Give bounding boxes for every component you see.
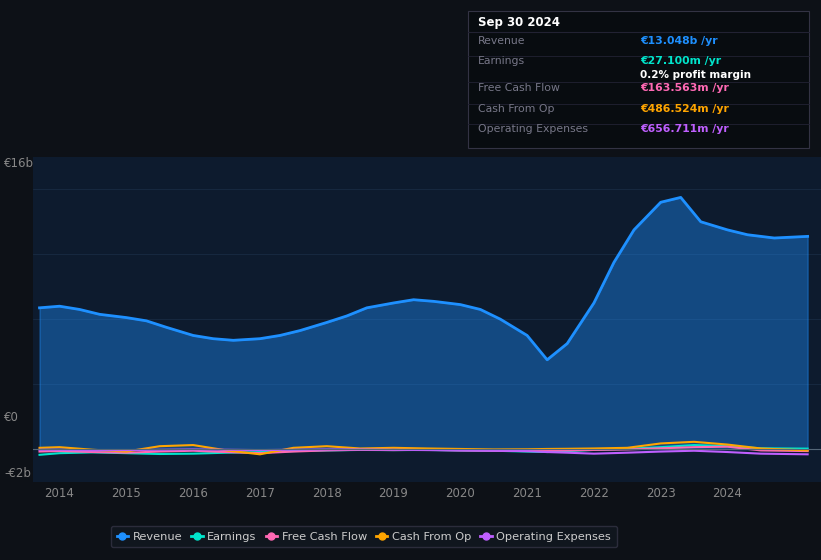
Text: Sep 30 2024: Sep 30 2024 xyxy=(478,16,560,29)
Text: €656.711m /yr: €656.711m /yr xyxy=(640,124,729,134)
Text: €13.048b /yr: €13.048b /yr xyxy=(640,36,718,46)
Text: -€2b: -€2b xyxy=(4,466,31,480)
Legend: Revenue, Earnings, Free Cash Flow, Cash From Op, Operating Expenses: Revenue, Earnings, Free Cash Flow, Cash … xyxy=(111,526,617,547)
Text: Operating Expenses: Operating Expenses xyxy=(478,124,588,134)
Text: 0.2% profit margin: 0.2% profit margin xyxy=(640,70,751,80)
Text: Revenue: Revenue xyxy=(478,36,525,46)
Text: Cash From Op: Cash From Op xyxy=(478,104,554,114)
Text: Free Cash Flow: Free Cash Flow xyxy=(478,83,560,94)
Text: Earnings: Earnings xyxy=(478,56,525,66)
Text: €163.563m /yr: €163.563m /yr xyxy=(640,83,729,94)
Text: €16b: €16b xyxy=(4,157,34,170)
Text: €486.524m /yr: €486.524m /yr xyxy=(640,104,729,114)
Text: €0: €0 xyxy=(4,410,19,424)
Text: €27.100m /yr: €27.100m /yr xyxy=(640,56,722,66)
